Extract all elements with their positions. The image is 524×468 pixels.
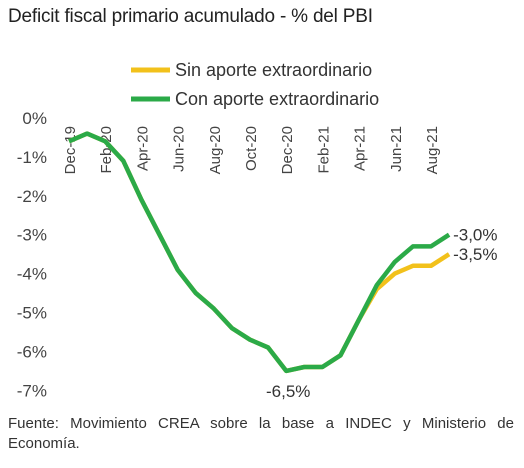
y-axis-ticks: 0% -1% -2% -3% -4% -5% -6% -7%: [17, 109, 47, 400]
y-tick-label: -6%: [17, 342, 47, 361]
line-chart: Sin aporte extraordinario Con aporte extr…: [17, 60, 498, 401]
x-tick-label: Feb-21: [315, 126, 332, 174]
y-tick-label: 0%: [22, 109, 47, 128]
y-tick-label: -7%: [17, 381, 47, 400]
source-note: Fuente: Movimiento CREA sobre la base a …: [8, 415, 514, 452]
y-tick-label: -3%: [17, 226, 47, 245]
x-tick-label: Aug-21: [424, 126, 441, 174]
y-tick-label: -1%: [17, 148, 47, 167]
x-tick-label: Aug-20: [207, 126, 224, 174]
legend-label-con-aporte: Con aporte extraordinario: [175, 89, 379, 109]
data-label-end-sin-aporte: -3,5%: [453, 245, 497, 264]
series-line-con-aporte: [68, 131, 451, 374]
legend-label-sin-aporte: Sin aporte extraordinario: [175, 60, 372, 80]
x-tick-label: Oct-20: [243, 126, 260, 171]
legend: Sin aporte extraordinario Con aporte extr…: [131, 60, 379, 109]
x-tick-label: Dec-20: [279, 126, 296, 174]
y-tick-label: -5%: [17, 304, 47, 323]
data-label-minimum: -6,5%: [266, 382, 310, 401]
y-tick-label: -4%: [17, 265, 47, 284]
x-axis-ticks: Dec-19 Feb-20 Apr-20 Jun-20 Aug-20 Oct-20 Dec-…: [62, 126, 441, 174]
series-lines: [68, 131, 451, 374]
x-tick-label: Apr-20: [134, 126, 151, 171]
x-tick-label: Dec-19: [62, 126, 79, 174]
y-tick-label: -2%: [17, 187, 47, 206]
data-label-end-con-aporte: -3,0%: [453, 226, 497, 245]
x-tick-label: Apr-21: [352, 126, 369, 171]
x-tick-label: Jun-21: [388, 126, 405, 172]
chart-title: Deficit fiscal primario acumulado - % de…: [8, 6, 373, 27]
x-tick-label: Jun-20: [171, 126, 188, 172]
data-labels: -3,0%-3,5% -6,5%: [266, 226, 498, 401]
